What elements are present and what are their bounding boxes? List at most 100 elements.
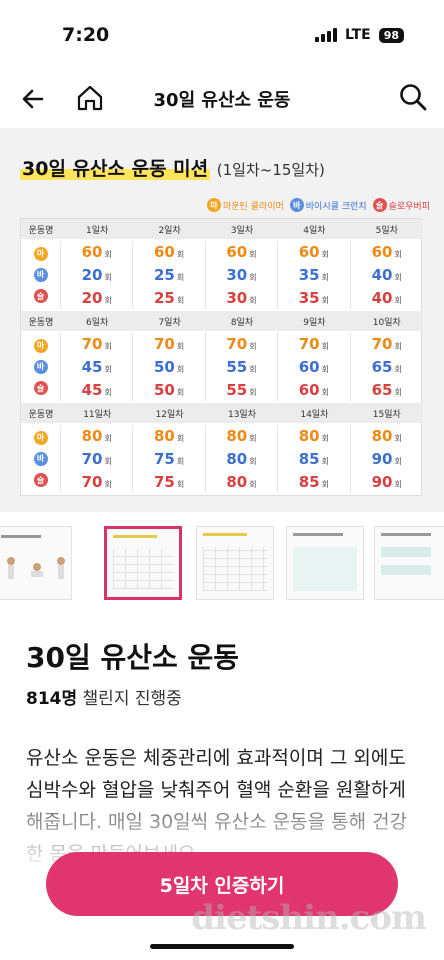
bicycle-badge-icon: 바 — [33, 359, 48, 374]
bicycle-badge-icon: 바 — [33, 451, 48, 466]
legend-mountain: 마 마운틴 클라이머 — [206, 198, 284, 212]
status-indicators: LTE 98 — [314, 27, 404, 43]
day-column: 60 회 40 회 40 회 — [351, 241, 423, 309]
day-header: 13일차 — [227, 409, 256, 420]
burpee-reps: 85 회 — [298, 472, 329, 491]
image-thumbnails — [0, 520, 444, 606]
legend: 마 마운틴 클라이머 바 바이시클 크런치 슬 슬로우버피 — [206, 198, 430, 212]
table-block: 운동명 6일차 7일차 8일차 9일차 10일차 마 바 슬 70 회 45 회 45 회 70 회 50 회 50 회… — [21, 311, 423, 403]
day-header: 14일차 — [300, 409, 329, 420]
day-column: 60 회 20 회 20 회 — [61, 241, 134, 309]
watermark-logo: dietshin.com — [191, 898, 427, 938]
day-header: 15일차 — [372, 409, 401, 420]
mountain-reps: 80 회 — [153, 427, 185, 446]
burpee-reps: 70 회 — [81, 472, 112, 491]
bicycle-reps: 20 회 — [81, 265, 112, 284]
burpee-badge-icon: 슬 — [33, 381, 48, 396]
participant-count: 814명 챌린지 진행중 — [26, 689, 182, 709]
bicycle-reps: 45 회 — [81, 357, 112, 376]
bicycle-badge-icon: 바 — [33, 267, 48, 282]
table-header-row: 운동명 11일차 12일차 13일차 14일차 15일차 — [21, 403, 423, 423]
day-header: 1일차 — [86, 225, 109, 236]
day-column: 70 회 60 회 60 회 — [278, 333, 351, 401]
status-time: 7:20 — [62, 24, 110, 46]
bicycle-reps: 50 회 — [153, 357, 185, 376]
day-header: 4일차 — [303, 225, 326, 236]
mountain-reps: 60 회 — [153, 243, 185, 262]
battery-icon: 98 — [378, 27, 404, 43]
day-column: 80 회 75 회 75 회 — [133, 425, 206, 493]
table-body-row: 마 바 슬 70 회 45 회 45 회 70 회 50 회 50 회 70 회 55 회 55 회 70 회 60 회 60 회 7… — [21, 333, 423, 401]
burpee-reps: 60 회 — [298, 380, 329, 399]
signal-icon — [314, 28, 337, 42]
mountain-reps: 70 회 — [153, 335, 185, 354]
burpee-reps: 90 회 — [371, 472, 402, 491]
bicycle-reps: 25 회 — [153, 265, 185, 284]
top-navigation: 30일 유산소 운동 — [0, 70, 444, 128]
network-label: LTE — [344, 27, 371, 43]
thumbnail-3[interactable] — [196, 526, 274, 600]
exercise-figures-icon — [7, 557, 65, 579]
table-body-row: 마 바 슬 60 회 20 회 20 회 60 회 25 회 25 회 60 회 30 회 30 회 60 회 35 회 35 회 6… — [21, 241, 423, 309]
day-header: 6일차 — [86, 317, 109, 328]
burpee-reps: 75 회 — [153, 472, 185, 491]
mountain-reps: 70 회 — [81, 335, 112, 354]
mountain-reps: 80 회 — [298, 427, 329, 446]
bicycle-reps: 30 회 — [226, 265, 257, 284]
day-column: 80 회 70 회 70 회 — [61, 425, 134, 493]
thumbnail-1[interactable] — [0, 526, 72, 600]
home-indicator[interactable] — [150, 944, 294, 949]
day-header: 2일차 — [158, 225, 181, 236]
bicycle-reps: 35 회 — [298, 265, 329, 284]
day-header: 7일차 — [158, 317, 181, 328]
mountain-reps: 80 회 — [226, 427, 257, 446]
day-column: 80 회 90 회 90 회 — [351, 425, 423, 493]
table-header-row: 운동명 6일차 7일차 8일차 9일차 10일차 — [21, 311, 423, 331]
burpee-reps: 80 회 — [226, 472, 257, 491]
burpee-reps: 50 회 — [153, 380, 185, 399]
exercise-name-header: 운동명 — [28, 225, 54, 236]
legend-bicycle: 바 바이시클 크런치 — [289, 198, 367, 212]
mountain-reps: 70 회 — [371, 335, 402, 354]
table-header-row: 운동명 1일차 2일차 3일차 4일차 5일차 — [21, 219, 423, 239]
day-header: 12일차 — [155, 409, 184, 420]
bicycle-badge-icon: 바 — [289, 198, 304, 212]
mountain-badge-icon: 마 — [33, 338, 48, 353]
page-title: 30일 유산소 운동 — [153, 90, 291, 111]
day-column: 70 회 55 회 55 회 — [206, 333, 279, 401]
thumbnail-5[interactable] — [374, 526, 444, 600]
day-header: 11일차 — [83, 409, 112, 420]
mountain-reps: 60 회 — [81, 243, 112, 262]
mountain-reps: 60 회 — [226, 243, 257, 262]
day-header: 5일차 — [375, 225, 398, 236]
day-header: 9일차 — [303, 317, 326, 328]
bicycle-reps: 55 회 — [226, 357, 257, 376]
day-column: 70 회 45 회 45 회 — [61, 333, 134, 401]
mountain-reps: 80 회 — [81, 427, 112, 446]
burpee-reps: 40 회 — [371, 288, 402, 307]
challenge-title: 30일 유산소 운동 — [26, 641, 240, 674]
search-icon[interactable] — [398, 82, 428, 112]
burpee-reps: 55 회 — [226, 380, 257, 399]
burpee-badge-icon: 슬 — [33, 473, 48, 488]
thumbnail-2-selected[interactable] — [104, 526, 182, 600]
day-header: 10일차 — [372, 317, 401, 328]
burpee-badge-icon: 슬 — [33, 289, 48, 304]
bicycle-reps: 80 회 — [226, 449, 257, 468]
bicycle-reps: 40 회 — [371, 265, 402, 284]
mission-banner-image[interactable]: 30일 유산소 운동 미션 (1일차~15일차) 마 마운틴 클라이머 바 바이… — [0, 128, 444, 512]
mountain-reps: 70 회 — [298, 335, 329, 354]
home-icon[interactable] — [74, 82, 106, 114]
status-bar: 7:20 LTE 98 — [0, 0, 444, 70]
back-arrow-icon[interactable] — [18, 84, 48, 114]
thumbnail-4[interactable] — [286, 526, 364, 600]
mountain-badge-icon: 마 — [33, 430, 48, 445]
day-column: 80 회 85 회 85 회 — [278, 425, 351, 493]
bicycle-reps: 65 회 — [371, 357, 402, 376]
day-column: 80 회 80 회 80 회 — [206, 425, 279, 493]
mountain-reps: 60 회 — [298, 243, 329, 262]
day-header: 8일차 — [230, 317, 254, 328]
day-column: 60 회 35 회 35 회 — [278, 241, 351, 309]
certify-day-button[interactable]: 5일차 인증하기 — [46, 852, 398, 916]
